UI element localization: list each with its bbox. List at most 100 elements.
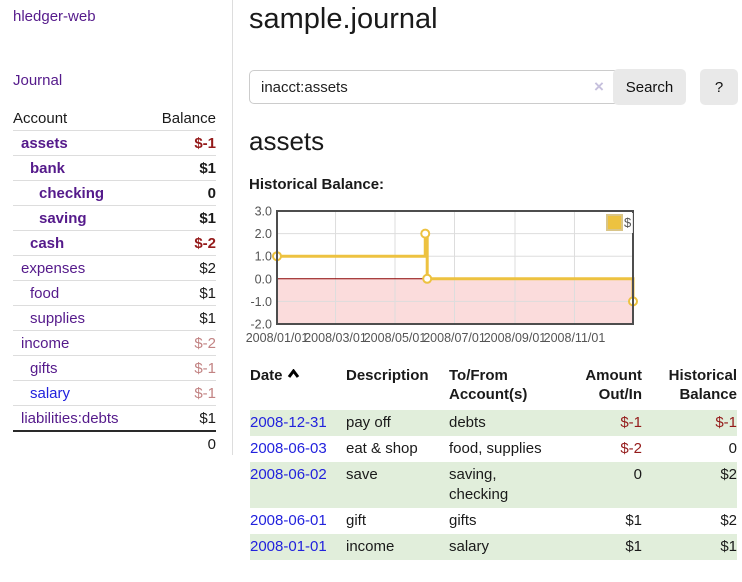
y-axis-tick-label: -1.0 — [250, 295, 272, 309]
transaction-date-link[interactable]: 2008-12-31 — [250, 414, 327, 431]
search-button[interactable]: Search — [613, 69, 686, 105]
account-link-saving[interactable]: saving — [39, 209, 87, 227]
y-axis-tick-label: 2.0 — [255, 227, 272, 241]
transaction-accounts: gifts — [449, 512, 477, 529]
transaction-accounts: food, supplies — [449, 440, 542, 457]
y-axis-tick-label: 3.0 — [255, 205, 272, 219]
amount-column-header: Amount Out/In — [585, 367, 642, 403]
transaction-balance: $-1 — [642, 410, 737, 436]
account-link-salary[interactable]: salary — [30, 384, 71, 402]
sidebar-item-journal[interactable]: Journal — [13, 72, 63, 89]
account-link-liabilities-debts[interactable]: liabilities:debts — [21, 409, 119, 427]
transaction-date-link[interactable]: 2008-06-02 — [250, 466, 327, 483]
legend-swatch — [606, 214, 623, 231]
account-link-checking[interactable]: checking — [39, 184, 105, 202]
page-title: sample.journal — [249, 3, 438, 35]
transaction-date-link[interactable]: 2008-01-01 — [250, 534, 346, 560]
transaction-date-link[interactable]: 2008-06-01 — [250, 512, 327, 529]
transaction-amount: $-2 — [620, 440, 642, 457]
app-title-link[interactable]: hledger-web — [13, 8, 96, 25]
chart-heading: Historical Balance: — [249, 176, 385, 193]
x-axis-tick-label: 2008/07/01 — [423, 331, 486, 345]
account-link-bank[interactable]: bank — [30, 159, 66, 177]
accounts-total-row: 0 — [13, 430, 216, 456]
x-axis-tick-label: 2008/03/01 — [304, 331, 367, 345]
sidebar-divider — [232, 0, 233, 455]
accounts-total-value: 0 — [207, 435, 216, 453]
register-table: Date Description To/From Account(s) Amou… — [250, 364, 737, 560]
clear-search-icon[interactable]: × — [594, 77, 604, 96]
transaction-date-link[interactable]: 2008-06-02 — [250, 462, 346, 508]
transaction-balance: $1 — [642, 534, 737, 560]
account-link-expenses[interactable]: expenses — [21, 259, 86, 277]
account-balance: $1 — [199, 159, 216, 177]
account-link-supplies[interactable]: supplies — [30, 309, 86, 327]
account-row: income $-2 — [13, 330, 216, 355]
account-link-assets[interactable]: assets — [21, 134, 68, 152]
search-input[interactable] — [249, 70, 630, 104]
register-row: 2008-06-01 gift gifts $1 $2 — [250, 508, 737, 534]
x-axis-tick-label: 2008/05/01 — [364, 331, 427, 345]
transaction-accounts: salary — [449, 534, 575, 560]
account-row: liabilities:debts $1 — [13, 405, 216, 430]
account-balance: $-2 — [194, 234, 216, 252]
transaction-date-link[interactable]: 2008-12-31 — [250, 410, 346, 436]
chart-border — [276, 210, 634, 325]
account-balance: $1 — [199, 409, 216, 427]
x-axis-tick-label: 2008/11/01 — [544, 331, 606, 345]
transaction-amount: $1 — [575, 534, 642, 560]
account-row: gifts $-1 — [13, 355, 216, 380]
historical-balance-chart[interactable]: $2008/01/012008/03/012008/05/012008/07/0… — [245, 205, 640, 347]
account-column-header: Account — [13, 109, 68, 127]
transaction-amount: $1 — [625, 512, 642, 529]
accounts-sidebar-table: Account Balance assets $-1 bank $1 checking 0… — [13, 106, 216, 456]
account-balance: $-2 — [194, 334, 216, 352]
transaction-balance: $2 — [642, 462, 737, 508]
register-row: 2008-06-03 eat & shop food, supplies $-2 0 — [250, 436, 737, 462]
transaction-accounts: debts — [449, 410, 575, 436]
y-axis-tick-label: 0.0 — [255, 272, 272, 286]
date-column-header[interactable]: Date — [250, 364, 346, 410]
transaction-balance: 0 — [728, 440, 737, 457]
account-heading: assets — [249, 126, 325, 156]
data-point-marker — [422, 273, 433, 284]
transaction-description: income — [346, 534, 449, 560]
account-link-food[interactable]: food — [30, 284, 60, 302]
accounts-table-header: Account Balance — [13, 106, 216, 130]
balance-column-header: Balance — [161, 109, 216, 127]
transaction-description: gift — [346, 512, 367, 529]
x-axis-tick-label: 2008/09/01 — [484, 331, 547, 345]
account-row: expenses $2 — [13, 255, 216, 280]
y-axis-tick-label: -2.0 — [250, 318, 272, 332]
account-row: food $1 — [13, 280, 216, 305]
account-balance: $2 — [199, 259, 216, 277]
x-axis-tick-label: 2008/01/01 — [246, 331, 309, 345]
description-column-header: Description — [346, 367, 429, 384]
account-row: checking 0 — [13, 180, 216, 205]
transaction-balance: $2 — [720, 512, 737, 529]
account-balance: $-1 — [194, 134, 216, 152]
transaction-description: save — [346, 462, 449, 508]
transaction-date-link[interactable]: 2008-01-01 — [250, 538, 327, 555]
transaction-date-link[interactable]: 2008-06-03 — [250, 440, 327, 457]
account-row: bank $1 — [13, 155, 216, 180]
transaction-amount: 0 — [575, 462, 642, 508]
account-row: salary $-1 — [13, 380, 216, 405]
account-row: cash $-2 — [13, 230, 216, 255]
account-link-gifts[interactable]: gifts — [30, 359, 58, 377]
historical-column-header: Historical Balance — [668, 367, 737, 403]
transaction-description: pay off — [346, 410, 449, 436]
data-point-marker — [420, 228, 431, 239]
account-balance: $-1 — [194, 359, 216, 377]
transaction-accounts: saving, checking — [449, 462, 575, 508]
transaction-description: eat & shop — [346, 440, 418, 457]
legend-label: $ — [624, 215, 632, 230]
transaction-date-link[interactable]: 2008-06-01 — [250, 508, 346, 534]
account-link-income[interactable]: income — [21, 334, 70, 352]
transaction-date-link[interactable]: 2008-06-03 — [250, 436, 346, 462]
help-button[interactable]: ? — [700, 69, 738, 105]
account-link-cash[interactable]: cash — [30, 234, 65, 252]
y-axis-tick-label: 1.0 — [255, 250, 272, 264]
register-row: 2008-06-02 save saving, checking 0 $2 — [250, 462, 737, 508]
